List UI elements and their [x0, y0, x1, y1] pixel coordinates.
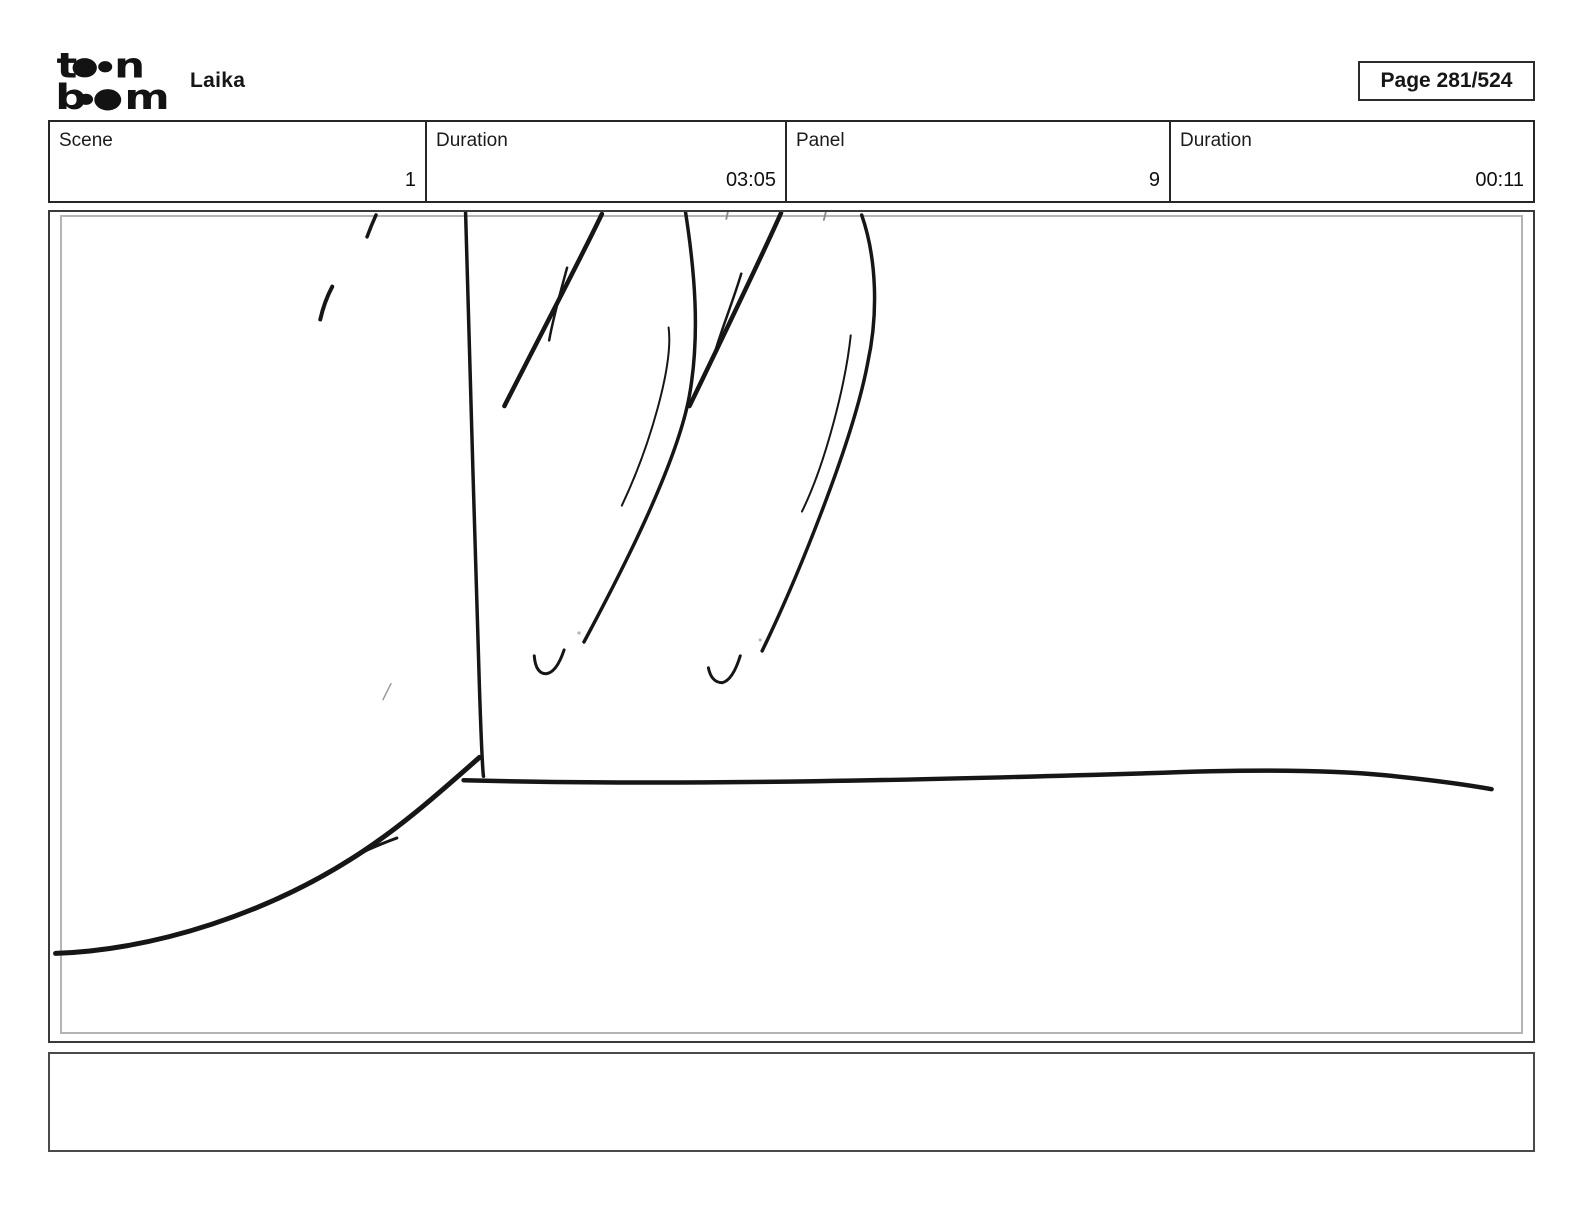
logo-dot-small-2 — [78, 93, 94, 105]
logo-dot-large — [72, 58, 97, 78]
scene-duration-cell: Duration 03:05 — [427, 122, 787, 201]
scene-label: Scene — [59, 130, 113, 151]
info-table: Scene 1 Duration 03:05 Panel 9 Duration … — [48, 120, 1535, 203]
logo-letter-m: m — [124, 78, 169, 113]
panel-label: Panel — [796, 130, 845, 151]
toonboom-logo-icon: t n b m — [55, 50, 169, 113]
project-title: Laika — [190, 69, 246, 92]
panel-value: 9 — [1148, 169, 1160, 191]
storyboard-panel — [48, 210, 1535, 1043]
scene-cell: Scene 1 — [50, 122, 427, 201]
scene-duration-value: 03:05 — [725, 169, 776, 191]
logo-dot-small — [98, 61, 113, 73]
panel-duration-cell: Duration 00:11 — [1171, 122, 1533, 201]
scene-duration-label: Duration — [436, 130, 508, 151]
panel-sketch — [53, 212, 1494, 956]
page-number-label: Page 281/524 — [1380, 69, 1513, 92]
logo-dot-large-2 — [94, 89, 122, 111]
page-number-box: Page 281/524 — [1358, 61, 1535, 101]
panel-cell: Panel 9 — [787, 122, 1171, 201]
panel-duration-value: 00:11 — [1475, 169, 1524, 191]
panel-duration-label: Duration — [1180, 130, 1252, 151]
logo-letter-t: t — [57, 50, 78, 86]
scene-value: 1 — [404, 169, 416, 191]
caption-box — [48, 1052, 1535, 1152]
logo-letter-n: n — [114, 50, 145, 86]
camera-frame — [60, 215, 1523, 1034]
